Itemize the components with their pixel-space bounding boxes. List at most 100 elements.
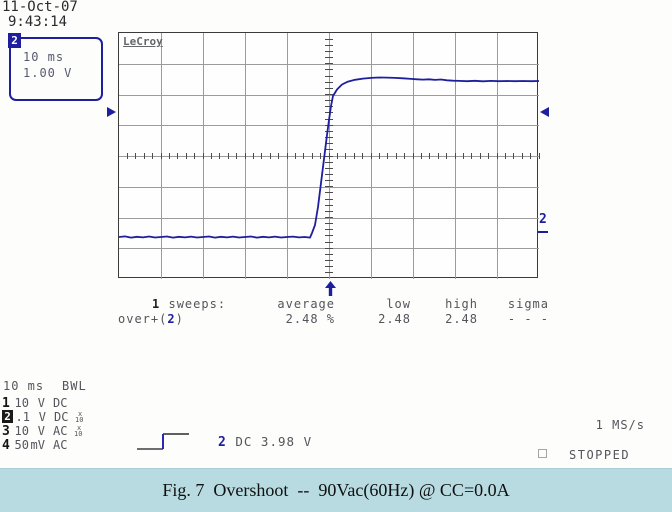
- center-haxis-tick: [177, 153, 179, 159]
- center-vaxis-tick: [325, 272, 333, 274]
- figure-caption: Fig. 7 Overshoot -- 90Vac(60Hz) @ CC=0.0…: [162, 480, 510, 500]
- center-vaxis-tick: [325, 167, 333, 169]
- scope-grid: LeCroy: [118, 32, 540, 279]
- channel-scale: 10: [14, 424, 29, 438]
- center-vaxis-tick: [325, 223, 333, 225]
- center-haxis-tick: [303, 153, 305, 159]
- center-haxis-tick: [202, 153, 204, 159]
- trigger-readout: 2 DC 3.98 V: [218, 434, 312, 450]
- center-vaxis-tick: [325, 173, 333, 175]
- center-vaxis-tick: [325, 210, 333, 212]
- center-haxis-tick: [387, 153, 389, 159]
- trigger-channel: 2: [218, 435, 227, 450]
- center-haxis-tick: [278, 153, 280, 159]
- center-haxis-tick: [236, 153, 238, 159]
- center-vaxis-tick: [325, 75, 333, 77]
- measure-label-channel: 2: [167, 312, 176, 326]
- channel-coupling: DC: [53, 396, 68, 410]
- center-haxis-tick: [429, 153, 431, 159]
- center-vaxis-tick: [325, 100, 333, 102]
- lecroy-logo: LeCroy: [123, 35, 163, 48]
- center-vaxis-tick: [325, 161, 333, 163]
- center-haxis-tick: [353, 153, 355, 159]
- center-vaxis-tick: [325, 235, 333, 237]
- time-text: 9:43:14: [8, 14, 68, 30]
- center-haxis-tick: [320, 153, 322, 159]
- channel-number: 3: [2, 424, 10, 439]
- center-vaxis-tick: [325, 106, 333, 108]
- center-vaxis-tick: [325, 247, 333, 249]
- sweeps-label: sweeps:: [168, 297, 227, 311]
- channel-list: 1 10 V DC 2.1 V DC x 10 3 10 V AC x 10 4 50 mV AC: [2, 396, 87, 453]
- center-haxis-tick: [404, 153, 406, 159]
- center-vaxis-tick: [325, 180, 333, 182]
- center-haxis-tick: [496, 153, 498, 159]
- waveform-trace: [119, 76, 539, 239]
- sweeps-count: 1: [152, 297, 161, 311]
- center-haxis-tick: [345, 153, 347, 159]
- center-haxis-tick: [185, 153, 187, 159]
- center-haxis-tick: [395, 153, 397, 159]
- figure-caption-bar: Fig. 7 Overshoot -- 90Vac(60Hz) @ CC=0.0…: [0, 468, 672, 512]
- acquisition-state: STOPPED: [569, 448, 631, 462]
- channel-probe-mult: x 10: [75, 410, 84, 424]
- channel-number: 1: [2, 396, 10, 411]
- center-vaxis-tick: [325, 44, 333, 46]
- center-haxis-tick: [286, 153, 288, 159]
- measurement-column-header: sigma: [507, 297, 549, 311]
- center-haxis-tick: [219, 153, 221, 159]
- center-vaxis-tick: [325, 50, 333, 52]
- center-vaxis-tick: [325, 186, 333, 188]
- center-haxis-tick: [135, 153, 137, 159]
- measurement-parameter-label: over+(2): [118, 312, 184, 326]
- timebase-value: 10 ms: [23, 50, 65, 64]
- stopped-square-icon: [538, 449, 547, 458]
- channel2-badge: 2: [8, 33, 21, 48]
- center-vaxis-tick: [325, 229, 333, 231]
- grid-hline: [119, 94, 539, 96]
- center-haxis-tick: [143, 153, 145, 159]
- center-haxis-tick: [462, 153, 464, 159]
- measurement-value: 2.48: [445, 312, 478, 326]
- channel-number: 2: [2, 410, 13, 423]
- channel-coupling: DC: [54, 410, 69, 424]
- center-vaxis-tick: [325, 143, 333, 145]
- center-vaxis-tick: [325, 217, 333, 218]
- channel-unit: V: [37, 424, 45, 438]
- center-haxis-tick: [160, 153, 162, 159]
- measurement-column-header: low: [386, 297, 411, 311]
- center-haxis-tick: [269, 153, 271, 159]
- grid-hline: [119, 186, 539, 188]
- center-haxis-tick: [210, 153, 212, 159]
- channel-coupling: AC: [53, 438, 68, 452]
- center-vaxis-tick: [325, 253, 333, 255]
- channel-unit: V: [38, 410, 46, 424]
- date-text: 11-Oct-07: [2, 0, 78, 15]
- center-vaxis-tick: [325, 112, 333, 114]
- center-vaxis-tick: [325, 198, 333, 200]
- channel-coupling: AC: [53, 424, 68, 438]
- center-vaxis-tick: [325, 137, 333, 139]
- center-haxis-tick: [513, 153, 515, 159]
- measurement-value: 2.48: [378, 312, 411, 326]
- center-haxis-tick: [168, 153, 170, 159]
- channel2-settings-box: 10 ms 1.00 V: [9, 37, 103, 101]
- center-vaxis-tick: [325, 204, 333, 206]
- center-haxis-tick: [336, 153, 338, 159]
- channel-number: 4: [2, 438, 10, 453]
- center-haxis-tick: [504, 153, 506, 159]
- measure-label-suffix: ): [175, 312, 184, 326]
- center-vaxis-tick: [325, 57, 333, 59]
- center-haxis-tick: [454, 153, 456, 159]
- center-haxis-tick: [420, 153, 422, 159]
- trigger-edge-icon: [137, 433, 189, 450]
- center-vaxis-tick: [325, 266, 333, 268]
- center-vaxis-tick: [325, 69, 333, 71]
- center-haxis-tick: [530, 153, 532, 159]
- center-haxis-tick: [194, 153, 196, 159]
- center-vaxis-tick: [325, 149, 333, 151]
- center-haxis-tick: [126, 153, 128, 159]
- channel-row-2: 2.1 V DC x 10: [2, 410, 87, 424]
- center-vaxis-tick: [325, 192, 333, 194]
